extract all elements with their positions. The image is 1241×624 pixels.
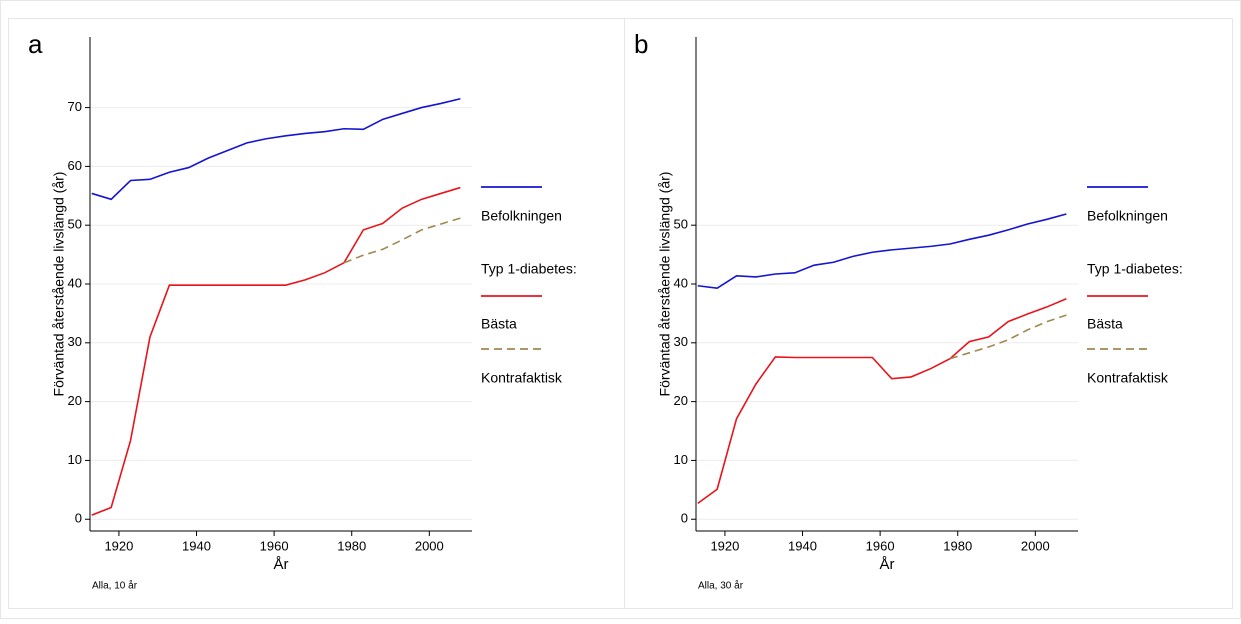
legend-label: Kontrafaktisk bbox=[1087, 370, 1169, 386]
x-tick-label: 1940 bbox=[788, 538, 817, 553]
y-tick-label: 30 bbox=[674, 334, 688, 349]
y-tick-label: 10 bbox=[68, 452, 82, 467]
y-tick-label: 0 bbox=[681, 511, 688, 526]
x-tick-label: 1920 bbox=[710, 538, 739, 553]
y-tick-label: 40 bbox=[68, 275, 82, 290]
y-tick-label: 50 bbox=[674, 217, 688, 232]
legend-label: Bästa bbox=[1087, 316, 1123, 332]
y-tick-label: 20 bbox=[674, 393, 688, 408]
data-line bbox=[343, 217, 461, 264]
data-line bbox=[697, 297, 1067, 505]
x-tick-label: 1940 bbox=[182, 538, 211, 553]
x-tick-label: 1920 bbox=[104, 538, 133, 553]
data-line bbox=[91, 97, 461, 201]
y-axis-label: Förväntad återstående livslängd (år) bbox=[51, 172, 67, 397]
legend-label: Befolkningen bbox=[1087, 208, 1168, 224]
data-line bbox=[949, 314, 1067, 360]
x-tick-label: 1980 bbox=[337, 538, 366, 553]
y-tick-label: 30 bbox=[68, 334, 82, 349]
data-line bbox=[697, 213, 1067, 289]
legend-title: Typ 1-diabetes: bbox=[481, 261, 577, 277]
note: Alla, 30 år bbox=[698, 580, 744, 592]
panel-label: b bbox=[634, 29, 648, 59]
y-tick-label: 0 bbox=[75, 511, 82, 526]
x-tick-label: 2000 bbox=[415, 538, 444, 553]
y-axis-label: Förväntad återstående livslängd (år) bbox=[657, 172, 673, 397]
legend-label: Kontrafaktisk bbox=[481, 370, 563, 386]
legend-label: Bästa bbox=[481, 316, 517, 332]
legend-title: Typ 1-diabetes: bbox=[1087, 261, 1183, 277]
x-tick-label: 1960 bbox=[260, 538, 289, 553]
data-line bbox=[91, 186, 461, 516]
note: Alla, 10 år bbox=[92, 580, 138, 592]
panel-label: a bbox=[28, 29, 43, 59]
x-tick-label: 1960 bbox=[866, 538, 895, 553]
y-tick-label: 10 bbox=[674, 452, 688, 467]
x-tick-label: 2000 bbox=[1021, 538, 1050, 553]
panel-frame bbox=[624, 18, 1233, 609]
y-tick-label: 20 bbox=[68, 393, 82, 408]
x-axis-label: År bbox=[880, 556, 895, 573]
y-tick-label: 60 bbox=[68, 158, 82, 173]
y-tick-label: 40 bbox=[674, 275, 688, 290]
y-tick-label: 70 bbox=[68, 99, 82, 114]
x-tick-label: 1980 bbox=[943, 538, 972, 553]
legend-label: Befolkningen bbox=[481, 208, 562, 224]
x-axis-label: År bbox=[274, 556, 289, 573]
y-tick-label: 50 bbox=[68, 217, 82, 232]
